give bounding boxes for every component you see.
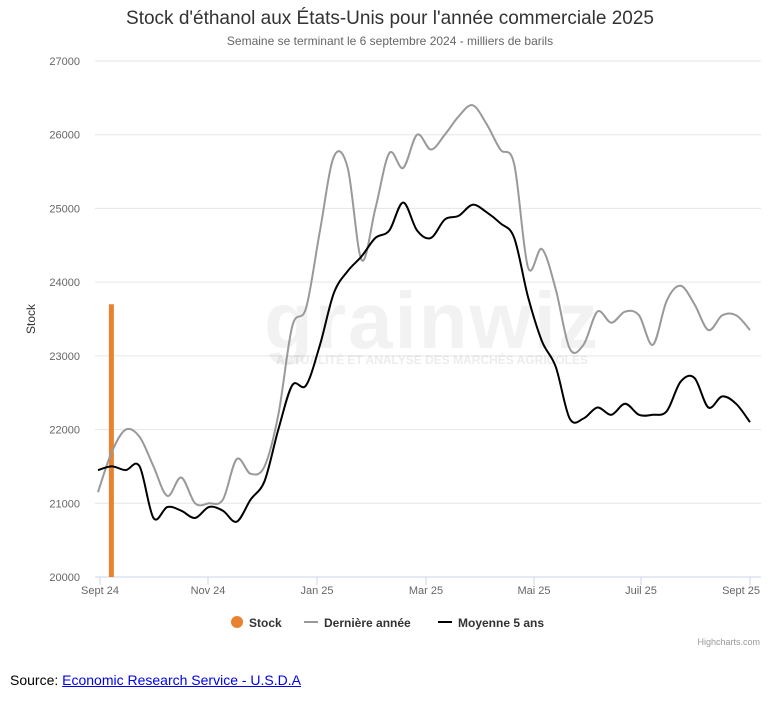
- legend-item-stock[interactable]: Stock: [231, 616, 282, 630]
- y-axis-ticks: 20000 21000 22000 23000 24000 25000 26000 27000: [49, 56, 80, 584]
- source-label: Source:: [10, 672, 59, 688]
- y-tick-label: 20000: [49, 572, 80, 584]
- y-tick-label: 24000: [49, 277, 80, 289]
- series-line-derniere-annee[interactable]: [97, 104, 751, 507]
- series-line-moyenne-5-ans[interactable]: [97, 201, 751, 523]
- watermark-logo: grainwiz: [264, 276, 600, 365]
- source-link[interactable]: Economic Research Service - U.S.D.A: [62, 672, 301, 688]
- x-tick-label: Sept 24: [81, 585, 119, 597]
- chart: Stock d'éthanol aux États-Unis pour l'an…: [24, 8, 761, 647]
- y-tick-label: 23000: [49, 351, 80, 363]
- legend-label-moyenne-5-ans: Moyenne 5 ans: [458, 616, 544, 630]
- legend-label-stock: Stock: [249, 616, 282, 630]
- y-tick-label: 21000: [49, 498, 80, 510]
- x-tick-label: Juil 25: [625, 585, 657, 597]
- legend-label-derniere-annee: Dernière année: [324, 616, 411, 630]
- stock-bar[interactable]: [108, 304, 114, 577]
- legend-symbol-stock: [231, 616, 243, 628]
- x-tick-label: Mai 25: [517, 585, 550, 597]
- chart-subtitle: Semaine se terminant le 6 septembre 2024…: [227, 34, 553, 48]
- x-tick-label: Sept 25: [722, 585, 760, 597]
- y-axis-label: Stock: [24, 303, 38, 334]
- y-tick-label: 25000: [49, 203, 80, 215]
- watermark-tagline: ACTUALITÉ ET ANALYSE DES MARCHÉS AGRICOL…: [276, 352, 588, 367]
- y-tick-label: 22000: [49, 425, 80, 437]
- legend-item-derniere-annee[interactable]: Dernière année: [304, 616, 411, 630]
- legend-item-moyenne-5-ans[interactable]: Moyenne 5 ans: [438, 616, 544, 630]
- source-line: Source: Economic Research Service - U.S.…: [10, 672, 301, 688]
- watermark: grainwiz ACTUALITÉ ET ANALYSE DES MARCHÉ…: [264, 276, 600, 367]
- y-tick-label: 26000: [49, 130, 80, 142]
- credits-link[interactable]: Highcharts.com: [697, 637, 760, 647]
- y-tick-label: 27000: [49, 56, 80, 68]
- x-tick-label: Mar 25: [409, 585, 443, 597]
- x-tick-label: Jan 25: [300, 585, 333, 597]
- x-tick-label: Nov 24: [191, 585, 226, 597]
- legend: Stock Dernière année Moyenne 5 ans: [231, 616, 544, 630]
- series: [97, 104, 751, 577]
- x-axis-ticks: Sept 24 Nov 24 Jan 25 Mar 25 Mai 25 Juil 25 Se…: [81, 576, 761, 597]
- chart-title: Stock d'éthanol aux États-Unis pour l'an…: [126, 8, 654, 29]
